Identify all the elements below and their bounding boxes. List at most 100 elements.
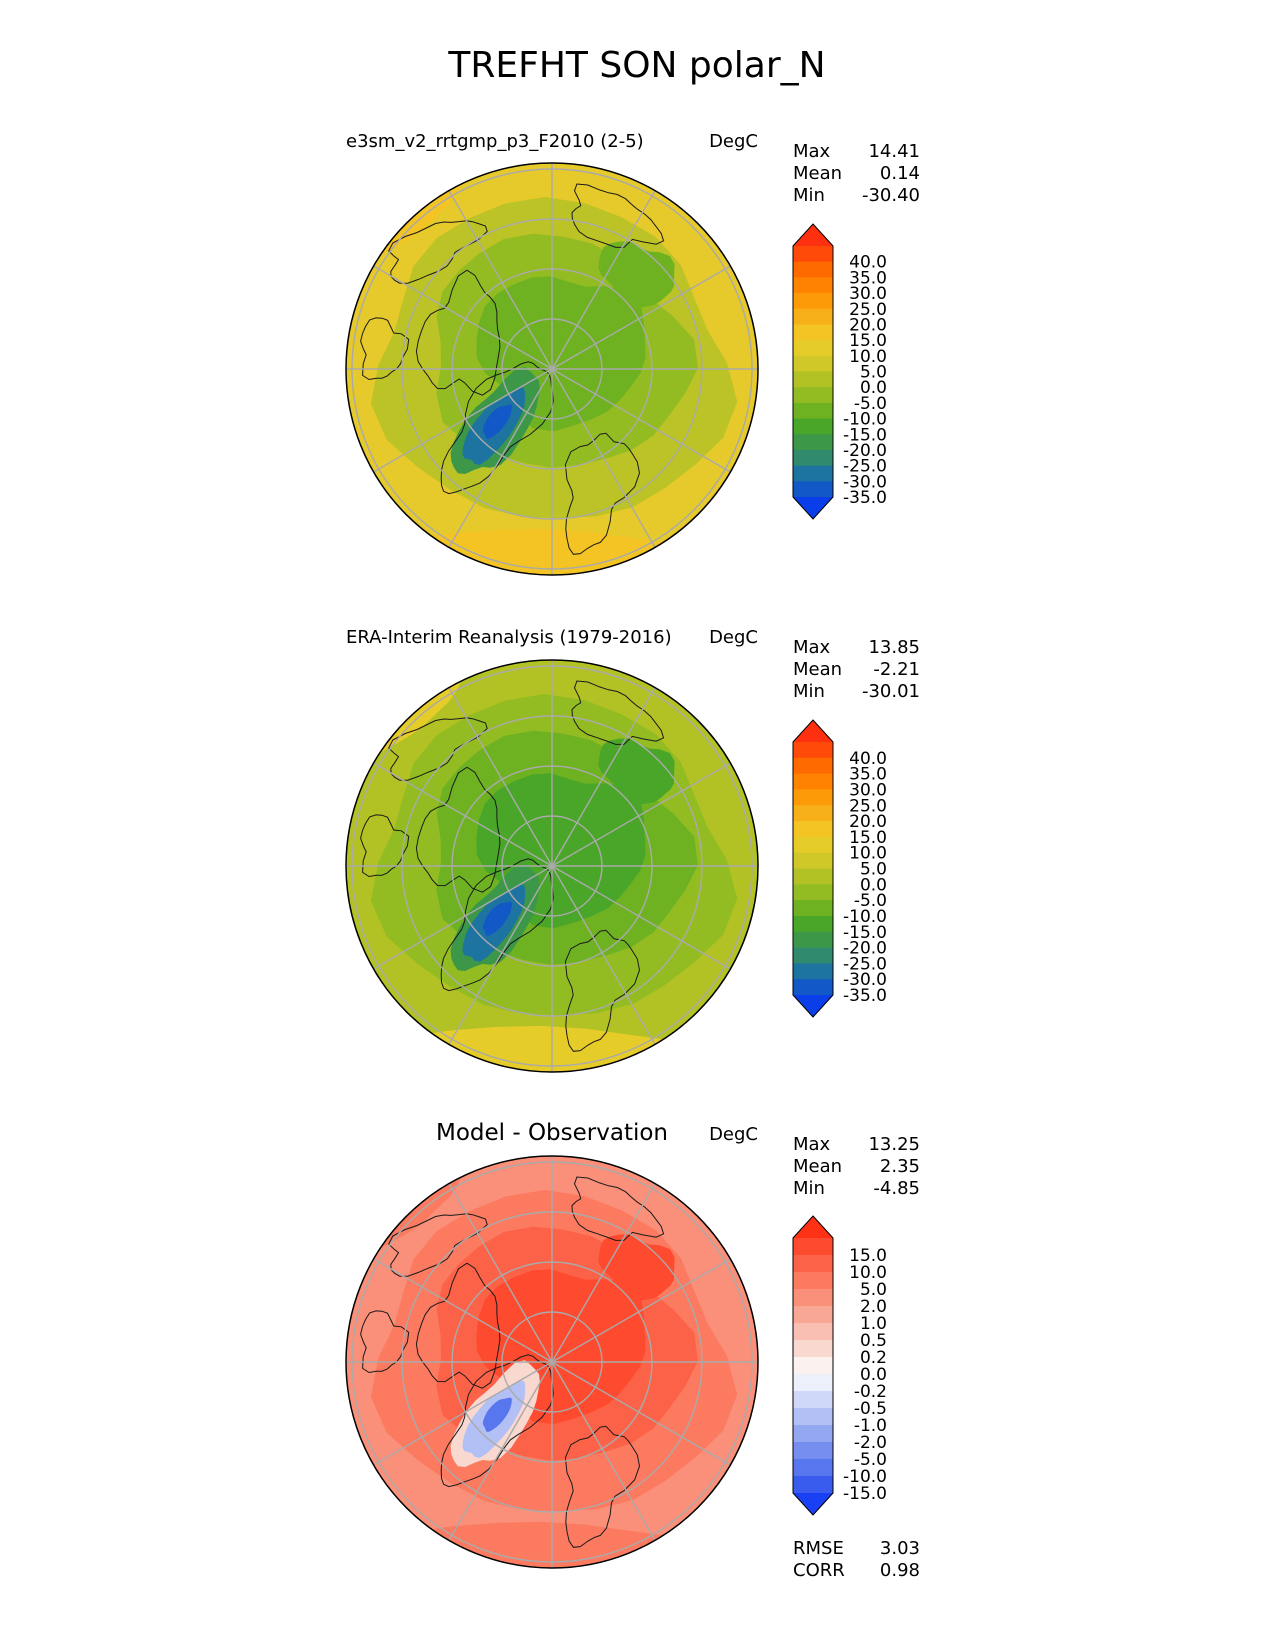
colorbar-tick-label: 1.0 (860, 1314, 887, 1334)
colorbar-segment (793, 1323, 833, 1341)
stat-value: -2.21 (873, 659, 920, 680)
colorbar-segment (793, 449, 833, 467)
stat-label: Max (793, 141, 831, 162)
coastline (415, 1262, 501, 1389)
colorbar-tick-label: 20.0 (849, 812, 887, 832)
polar-map (346, 660, 758, 1072)
stat-label: Min (793, 185, 825, 206)
meridian-line (551, 865, 731, 970)
colorbar: 40.035.030.025.020.015.010.05.00.0-5.0-1… (792, 223, 887, 520)
colorbar-tick-label: -35.0 (843, 986, 887, 1006)
colorbar-segment (793, 915, 833, 933)
stat-label: CORR (793, 1560, 845, 1581)
stat-label: Max (793, 637, 831, 658)
meridian-line (551, 687, 656, 867)
colorbar-tick-label: -25.0 (843, 457, 887, 477)
colorbar-tick-label: 15.0 (849, 331, 887, 351)
colorbar-segment (793, 884, 833, 901)
colorbar-segment (793, 324, 833, 341)
colorbar-segment (793, 852, 833, 869)
colorbar-segment (793, 1442, 833, 1460)
field-warm-region (346, 1025, 747, 1072)
colorbar-tick-label: -20.0 (843, 441, 887, 461)
colorbar-segment (793, 805, 833, 822)
colorbar-tick-label: -0.2 (854, 1382, 887, 1402)
stat-value: -30.01 (862, 681, 920, 702)
polar-map (346, 1156, 758, 1568)
coastline (388, 220, 488, 284)
coastline (415, 766, 501, 893)
field-core (598, 241, 675, 309)
meridian-line (551, 368, 656, 548)
colorbar-segment (793, 293, 833, 310)
stat-value: 0.14 (880, 163, 920, 184)
field-cold (482, 1397, 512, 1432)
colorbar-segment (793, 355, 833, 372)
meridian-line (551, 1183, 656, 1363)
stat-label: RMSE (793, 1538, 844, 1559)
colorbar-extend-top (793, 1216, 833, 1238)
meridian-line (448, 687, 553, 867)
colorbar-segment (793, 773, 833, 790)
colorbar-segment (793, 1238, 833, 1256)
coastline (571, 183, 665, 248)
colorbar-tick-label: 15.0 (849, 828, 887, 848)
colorbar-segment (793, 340, 833, 357)
colorbar-segment (793, 1459, 833, 1477)
stat-label: Mean (793, 163, 842, 184)
field-warm-region (346, 1521, 747, 1568)
colorbar-tick-label: 30.0 (849, 284, 887, 304)
colorbar-segment (793, 868, 833, 885)
panel-title: ERA-Interim Reanalysis (1979-2016) (346, 627, 672, 648)
panel-1: e3sm_v2_rrtgmp_p3_F2010 (2-5) DegC Max 14.4… (345, 131, 920, 576)
colorbar-tick-label: -15.0 (843, 1484, 887, 1504)
colorbar-tick-label: 10.0 (849, 1263, 887, 1283)
field-cold (482, 901, 512, 936)
colorbar-segment (793, 821, 833, 838)
colorbar-tick-label: 10.0 (849, 844, 887, 864)
colorbar-extend-top (793, 224, 833, 246)
colorbar-tick-label: -15.0 (843, 923, 887, 943)
colorbar-tick-label: 35.0 (849, 765, 887, 785)
coastline (571, 680, 665, 745)
map-boundary (345, 162, 759, 576)
colorbar: 15.010.05.02.01.00.50.20.0-0.2-0.5-1.0-2… (792, 1215, 887, 1516)
colorbar-tick-label: 0.5 (860, 1331, 887, 1351)
colorbar-segment (793, 1272, 833, 1290)
colorbar-tick-label: -30.0 (843, 472, 887, 492)
units-label: DegC (709, 131, 758, 152)
colorbar-extend-bottom (793, 995, 833, 1017)
colorbar-tick-label: -30.0 (843, 970, 887, 990)
colorbar-tick-label: -20.0 (843, 939, 887, 959)
meridian-line (551, 1361, 656, 1541)
coastline (388, 1213, 488, 1277)
stat-value: -30.40 (862, 185, 920, 206)
colorbar-segment (793, 1255, 833, 1273)
stat-value: 13.25 (868, 1134, 920, 1155)
stat-value: 14.41 (868, 141, 920, 162)
colorbar-tick-label: -10.0 (843, 907, 887, 927)
colorbar-tick-label: 15.0 (849, 1246, 887, 1266)
meridian-line (373, 368, 553, 473)
colorbar-segment (793, 836, 833, 854)
field-core (598, 1234, 675, 1302)
stat-label: Max (793, 1134, 831, 1155)
meridian-line (373, 1258, 553, 1363)
colorbar-tick-label: 0.0 (860, 875, 887, 895)
colorbar-segment (793, 1357, 833, 1375)
colorbar-tick-label: -5.0 (854, 891, 887, 911)
colorbar-tick-label: 40.0 (849, 253, 887, 273)
coastline (564, 929, 641, 1052)
meridian-line (551, 368, 731, 473)
colorbar-extend-bottom (793, 497, 833, 519)
meridian-line (373, 265, 553, 370)
colorbar-segment (793, 1391, 833, 1409)
stat-value: 2.35 (880, 1156, 920, 1177)
stat-value: 0.98 (880, 1560, 920, 1581)
colorbar-segment (793, 387, 833, 404)
panel-title: e3sm_v2_rrtgmp_p3_F2010 (2-5) (346, 131, 644, 152)
colorbar-tick-label: 5.0 (860, 1280, 887, 1300)
coastline (415, 269, 501, 396)
stat-value: 13.85 (868, 637, 920, 658)
